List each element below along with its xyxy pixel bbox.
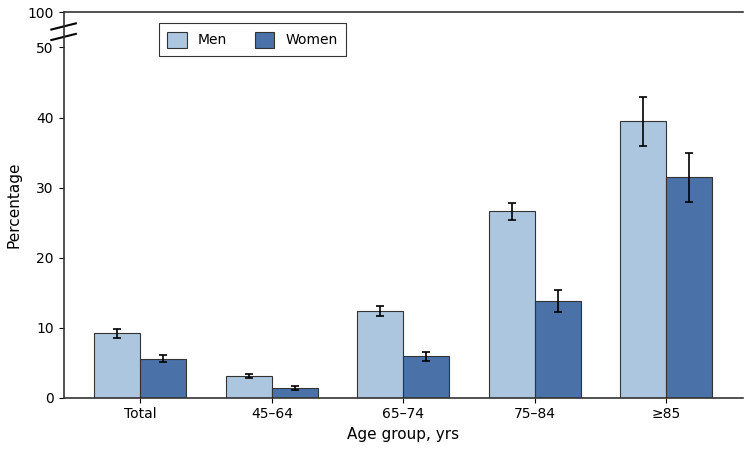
Bar — [226, 376, 272, 398]
X-axis label: Age group, yrs: Age group, yrs — [347, 427, 460, 442]
Legend: Men, Women: Men, Women — [159, 23, 346, 56]
Bar — [94, 333, 140, 398]
Bar — [140, 359, 187, 398]
Bar — [535, 301, 580, 398]
Bar — [620, 121, 666, 398]
Bar — [489, 211, 535, 398]
Bar — [357, 311, 404, 398]
Y-axis label: Percentage: Percentage — [7, 162, 22, 248]
Bar — [404, 357, 449, 398]
Bar — [666, 177, 712, 398]
Bar — [272, 388, 318, 398]
